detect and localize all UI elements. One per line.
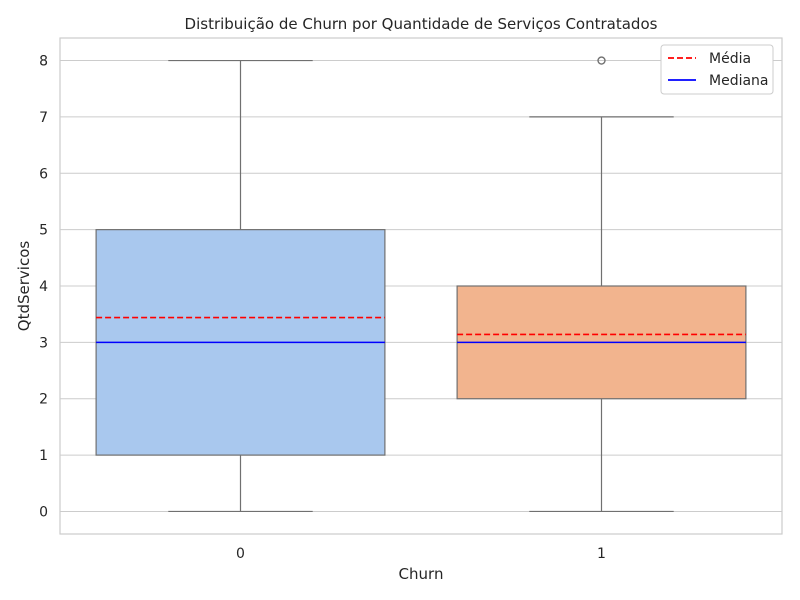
box-group <box>95 56 747 513</box>
y-tick-label: 4 <box>39 279 48 295</box>
legend-mean-label: Média <box>709 51 751 67</box>
chart-title: Distribuição de Churn por Quantidade de … <box>185 15 658 33</box>
y-tick-label: 6 <box>39 166 48 182</box>
y-tick-label: 0 <box>39 504 48 520</box>
y-tick-labels: 0 1 2 3 4 5 6 7 8 <box>39 54 48 521</box>
y-tick-label: 8 <box>39 54 48 70</box>
y-axis-label: QtdServicos <box>15 241 33 332</box>
legend: Média Mediana <box>660 44 774 95</box>
x-axis-label: Churn <box>399 565 444 583</box>
y-tick-label: 2 <box>39 392 48 408</box>
legend-median-label: Mediana <box>709 73 769 89</box>
y-tick-label: 1 <box>39 448 48 464</box>
y-tick-label: 7 <box>39 110 48 126</box>
outlier-point <box>597 56 606 65</box>
x-tick-label: 0 <box>236 546 245 562</box>
x-tick-label: 1 <box>597 546 606 562</box>
y-tick-label: 5 <box>39 223 48 239</box>
y-tick-label: 3 <box>39 335 48 351</box>
